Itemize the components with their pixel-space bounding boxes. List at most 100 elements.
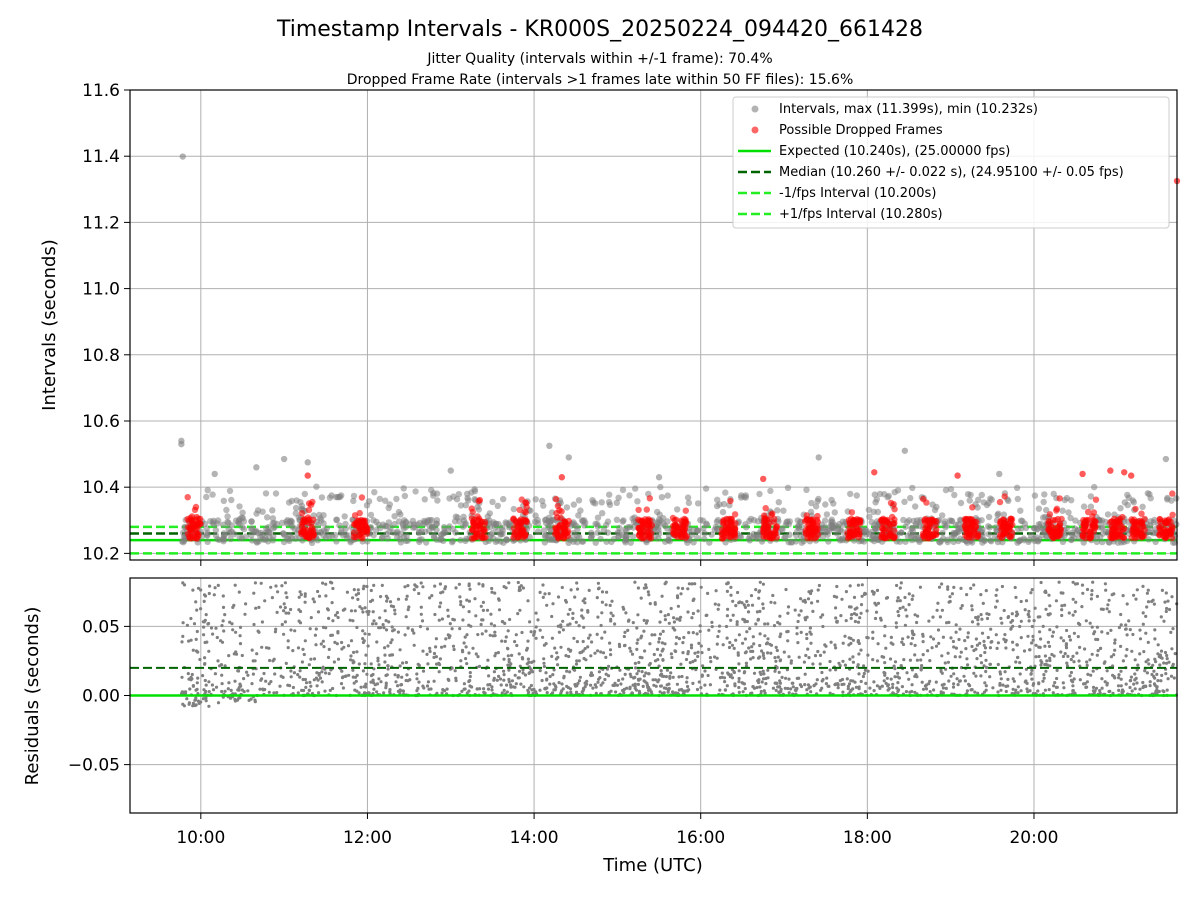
interval-point [178,440,185,448]
residual-point [1121,594,1125,598]
residual-point [635,672,639,676]
residual-point [821,624,825,629]
dropped-frame-point [1006,525,1013,533]
residual-point [384,594,388,598]
residual-point [282,609,286,613]
residual-point [775,666,779,670]
residual-point [415,585,419,589]
residual-point [994,633,998,637]
residual-point [216,659,220,663]
residual-point [1016,655,1020,660]
dropped-frame-point [964,516,972,523]
residual-point [1089,673,1093,677]
residual-point [789,659,794,663]
residual-point [529,630,533,634]
residual-point [385,599,389,603]
residual-point [1092,632,1096,636]
residual-point [807,656,811,660]
residual-point [553,684,557,688]
residual-point [1006,615,1011,619]
dropped-frame-point [673,530,681,537]
residual-point [802,660,807,664]
interval-point [397,539,405,546]
residual-point [601,651,606,655]
residual-point [1078,678,1082,682]
residual-point [1146,600,1151,604]
residual-point [748,627,752,631]
residual-point [473,597,477,601]
residual-point [376,656,380,660]
interval-point [338,527,345,534]
residual-point [507,581,511,585]
residual-point [697,641,701,646]
residual-point [383,609,387,613]
residual-point [371,622,375,626]
dropped-frame-point [554,514,561,521]
residual-point [734,638,738,642]
interval-point [980,499,987,506]
residual-point [730,643,735,647]
residual-point [599,650,603,654]
residual-point [465,662,469,666]
residual-point [273,672,277,676]
residual-point [623,630,627,635]
residual-point [270,596,274,600]
dropped-frame-point [516,506,523,514]
residual-point [893,660,898,664]
residual-point [899,581,903,585]
residual-point [1078,622,1082,627]
interval-point [1121,499,1129,506]
residual-point [998,683,1002,687]
residual-point [820,679,824,683]
residual-point [686,587,690,591]
residual-point [331,619,335,623]
interval-point [975,496,982,503]
dropped-frame-point [720,533,728,540]
residual-point [300,660,304,664]
interval-point [839,518,846,525]
interval-point [630,524,637,531]
residual-point [1119,644,1123,649]
interval-point [335,493,343,501]
residual-point [865,609,869,613]
residual-point [340,640,344,645]
residual-point [375,640,379,644]
residual-point [391,629,395,633]
residual-point [858,616,862,620]
residual-point [468,674,472,679]
residual-point [1128,685,1132,690]
residual-point [352,660,356,664]
residual-point [717,629,721,633]
residual-point [686,684,690,689]
residual-point [1167,607,1172,612]
dropped-frame-point [564,521,571,528]
residual-point [726,671,730,675]
residual-point [723,680,727,684]
residual-point [417,663,421,668]
dropped-frame-point [476,496,484,504]
residual-point [203,662,207,666]
residual-point [260,677,264,681]
residual-point [640,634,644,638]
residual-point [1062,639,1066,643]
interval-point [944,538,951,546]
dropped-frame-point [564,532,571,540]
interval-point [955,537,962,545]
interval-point [896,538,904,545]
interval-point [939,512,946,519]
residual-point [946,587,950,591]
interval-point [947,486,955,493]
residual-point [727,645,732,650]
dropped-frame-point [635,531,643,538]
residual-point [382,691,386,695]
residual-point [258,687,262,691]
interval-point [400,485,407,492]
residual-point [479,604,483,608]
residual-point [791,681,795,685]
residual-point [879,616,883,620]
residual-point [497,608,502,612]
interval-point [901,447,909,454]
dropped-frame-point [1046,511,1054,518]
residual-point [745,630,749,634]
residual-point [202,625,206,629]
